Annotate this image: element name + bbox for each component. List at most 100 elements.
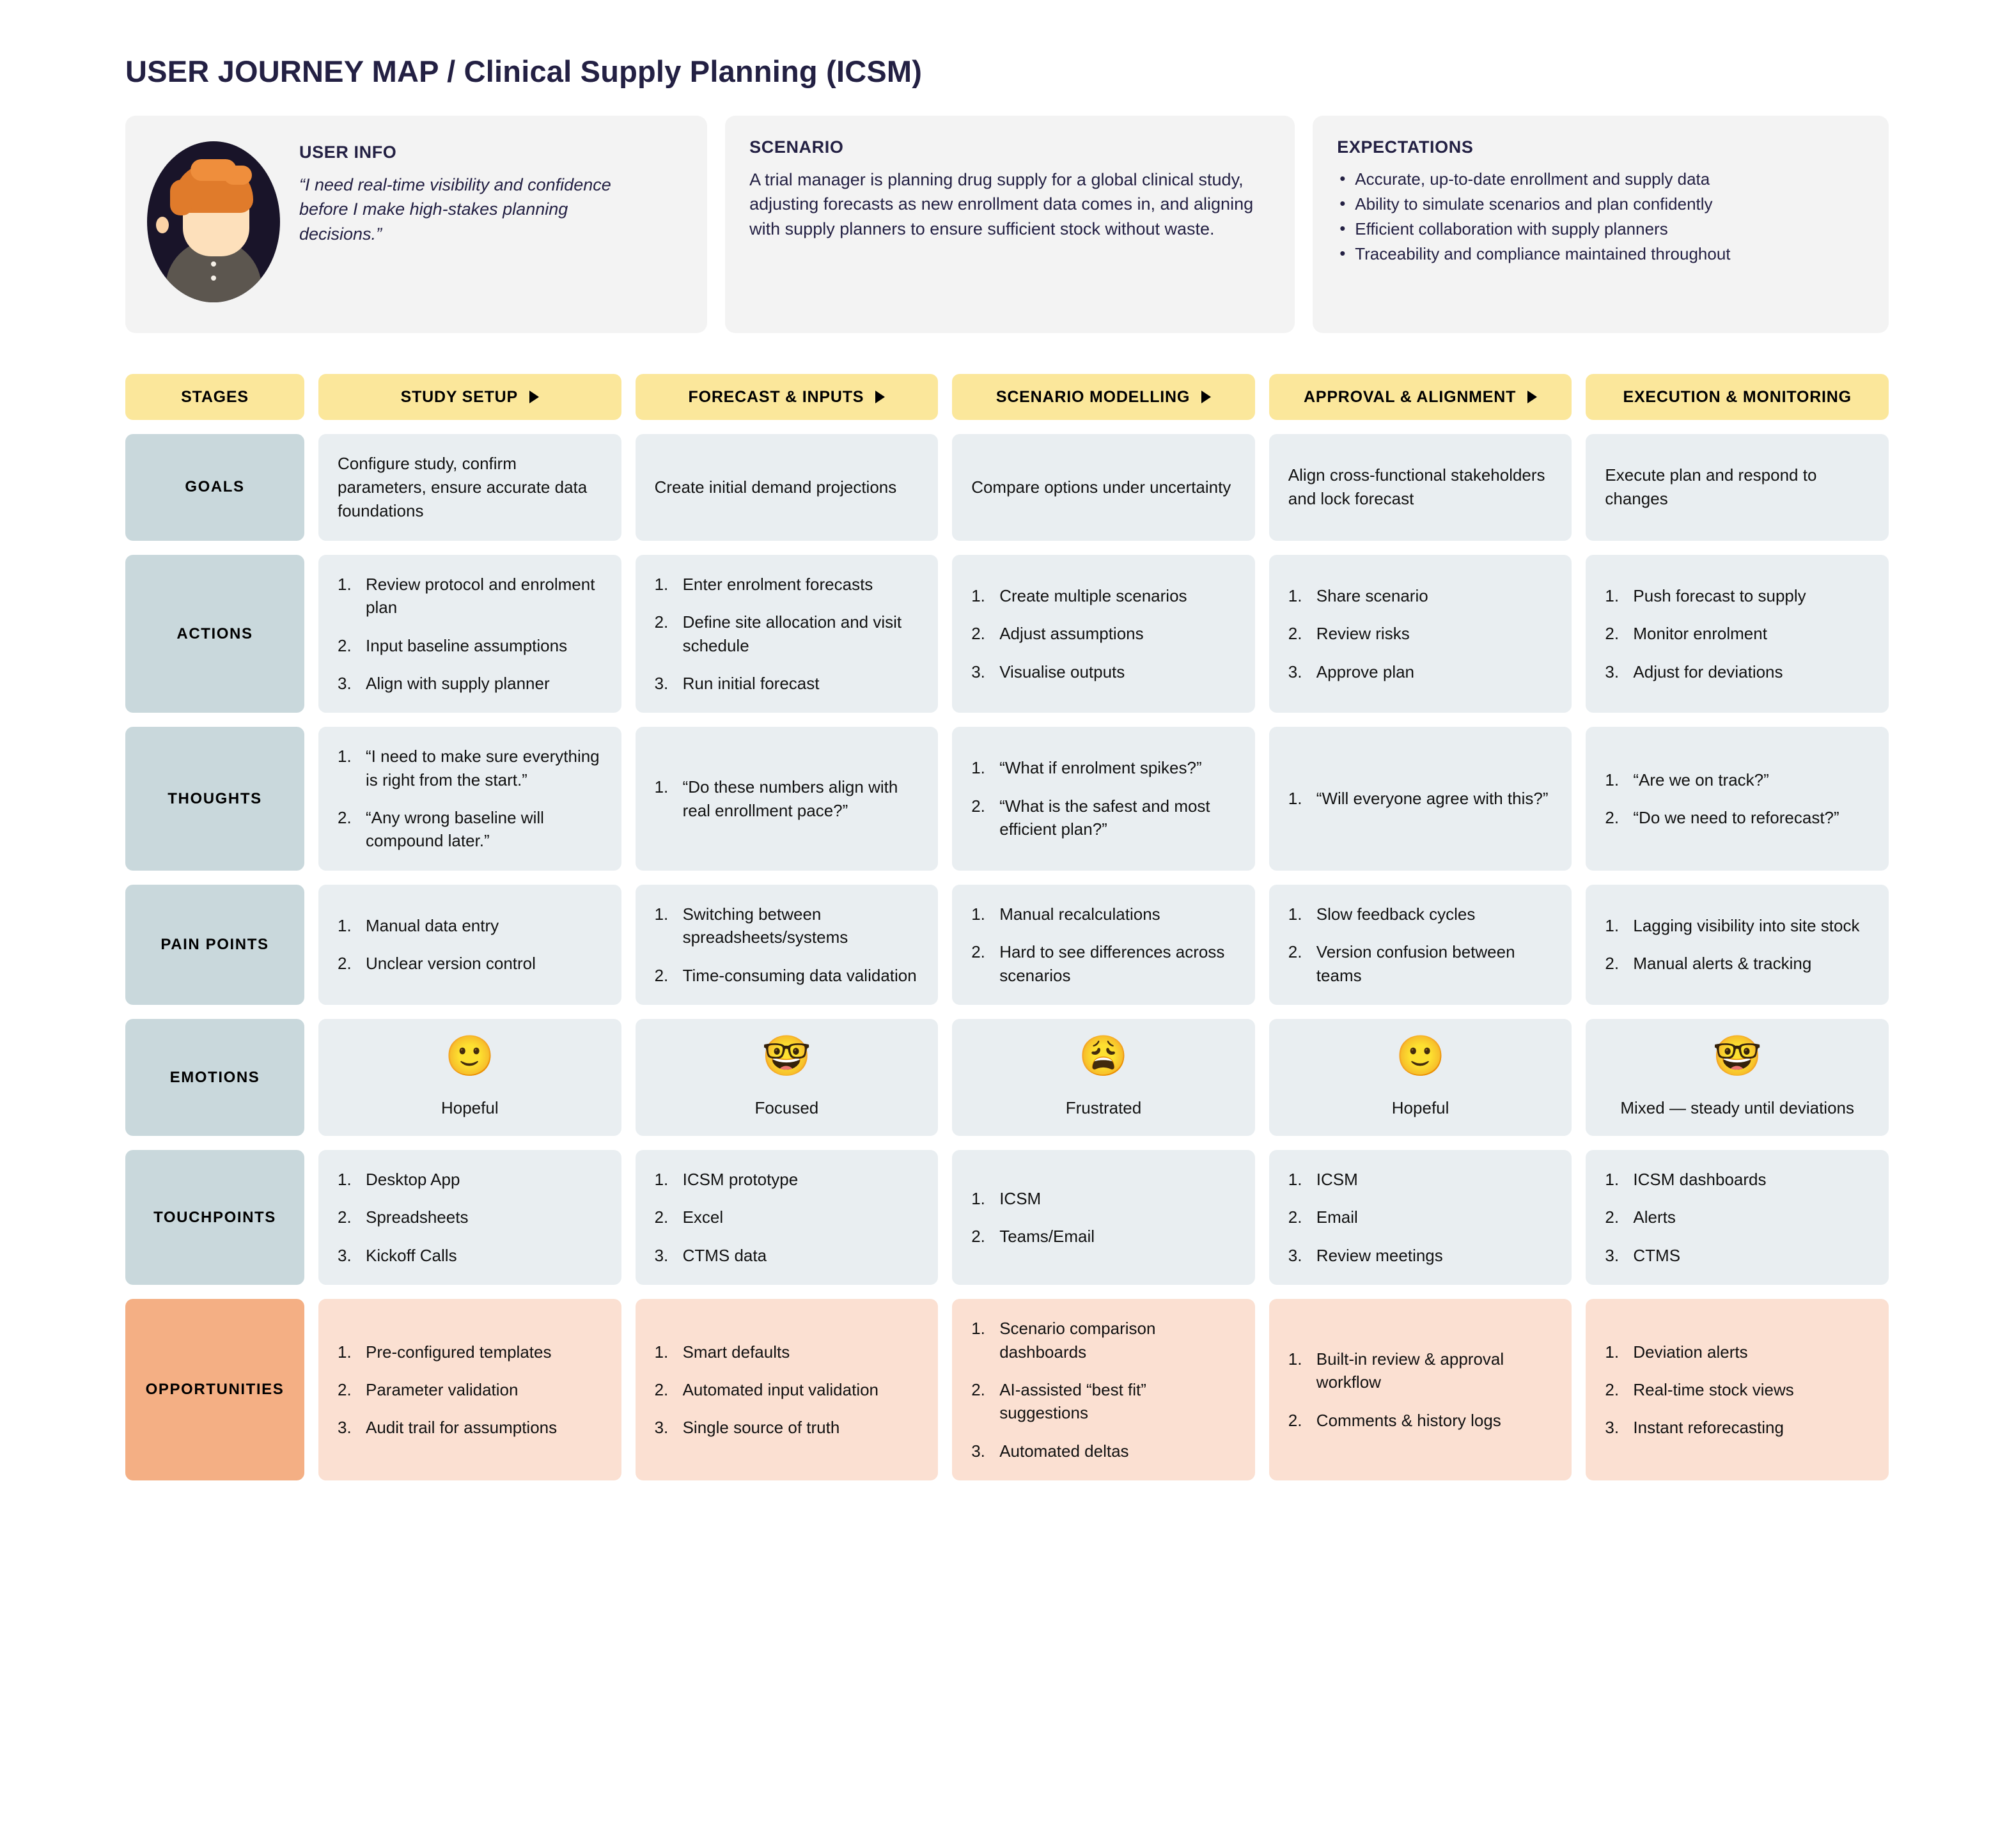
list-item: 2. Alerts [1605, 1206, 1870, 1229]
nerd-face-icon: 🤓 [1712, 1034, 1762, 1079]
stage-label: EXECUTION & MONITORING [1623, 387, 1852, 406]
row-label-opportunities: OPPORTUNITIES [125, 1299, 304, 1481]
list-item: 1. ICSM [1288, 1168, 1553, 1191]
list-item-number: 2. [654, 1207, 669, 1227]
list-item: 1. Push forecast to supply [1605, 584, 1870, 607]
list-item-number: 1. [654, 1170, 669, 1190]
list-item-number: 2. [654, 612, 669, 632]
list-item: 2. Review risks [1288, 622, 1553, 645]
stage-label: SCENARIO MODELLING [995, 387, 1190, 406]
cell-text: Compare options under uncertainty [971, 477, 1231, 497]
list-item: 3. Single source of truth [655, 1416, 919, 1439]
list-item-text: Adjust assumptions [999, 624, 1144, 644]
stage-header-study-setup[interactable]: STUDY SETUP [318, 374, 621, 420]
cell-thoughts-scenario-modelling: 1. “What if enrolment spikes?” 2. “What is … [952, 727, 1255, 871]
page-title: USER JOURNEY MAP / Clinical Supply Plann… [125, 54, 923, 88]
cell-touchpoints-study-setup: 1. Desktop App 2. Spreadsheets 3. Kickoff Cal… [318, 1150, 621, 1285]
list-item-text: Enter enrolment forecasts [682, 574, 873, 594]
list-item-text: Monitor enrolment [1633, 624, 1767, 644]
avatar-hair [170, 163, 253, 215]
list-item-text: ICSM dashboards [1633, 1170, 1767, 1190]
list-item-text: Create multiple scenarios [999, 586, 1187, 605]
stage-header-execution-monitoring[interactable]: EXECUTION & MONITORING [1586, 374, 1889, 420]
cell-touchpoints-execution-monitoring: 1. ICSM dashboards 2. Alerts 3. CTMS [1586, 1150, 1889, 1285]
arrow-right-icon [875, 391, 886, 403]
list-item-text: “Do these numbers align with real enroll… [682, 777, 898, 820]
list-item-text: Built-in review & approval workflow [1316, 1349, 1504, 1392]
list-item-number: 1. [338, 1342, 352, 1362]
list-item-number: 1. [338, 747, 352, 766]
stage-header-approval-alignment[interactable]: APPROVAL & ALIGNMENT [1269, 374, 1572, 420]
slightly-smiling-face-icon: 🙂 [445, 1034, 495, 1079]
list-item-number: 1. [971, 1188, 985, 1208]
cell-thoughts-study-setup: 1. “I need to make sure everything is rig… [318, 727, 621, 871]
list-item: 1. “Are we on track?” [1605, 768, 1870, 791]
list-item: 2. Email [1288, 1206, 1553, 1229]
list-item-number: 1. [654, 904, 669, 924]
list-item-number: 1. [1605, 1342, 1620, 1362]
cell-thoughts-execution-monitoring: 1. “Are we on track?” 2. “Do we need to ref… [1586, 727, 1889, 871]
list-item-text: “What is the safest and most efficient p… [999, 796, 1210, 839]
cell-pain-points-execution-monitoring: 1. Lagging visibility into site stock 2. Ma… [1586, 884, 1889, 1006]
stage-label: FORECAST & INPUTS [688, 387, 864, 406]
cell-emotions-approval-alignment: 🙂 Hopeful [1269, 1019, 1572, 1137]
cell-actions-approval-alignment: 1. Share scenario 2. Review risks 3. Approve … [1269, 554, 1572, 713]
list-item-text: Lagging visibility into site stock [1633, 916, 1860, 936]
list-item: Accurate, up-to-date enrollment and supp… [1337, 167, 1864, 191]
list-item-text: “Will everyone agree with this?” [1316, 789, 1549, 809]
list-item: 2. Manual alerts & tracking [1605, 952, 1870, 975]
list-item: 2. “Do we need to reforecast?” [1605, 806, 1870, 829]
list-item-text: Slow feedback cycles [1316, 904, 1476, 924]
numbered-list: 1. ICSM 2. Teams/Email [971, 1187, 1236, 1248]
stage-header-forecast-inputs[interactable]: FORECAST & INPUTS [635, 374, 939, 420]
numbered-list: 1. Slow feedback cycles 2. Version confusio… [1288, 903, 1553, 987]
cell-opportunities-forecast-inputs: 1. Smart defaults 2. Automated input valida… [635, 1299, 939, 1481]
numbered-list: 1. Review protocol and enrolment plan 2. In… [338, 573, 602, 695]
list-item-text: CTMS [1633, 1245, 1681, 1265]
list-item: 1. “Do these numbers align with real enro… [655, 775, 919, 822]
stage-label: STUDY SETUP [400, 387, 518, 406]
avatar-button-3 [211, 276, 216, 281]
list-item: 2. Time-consuming data validation [655, 964, 919, 987]
list-item-number: 3. [1605, 1245, 1620, 1265]
list-item-text: Smart defaults [682, 1342, 790, 1362]
numbered-list: 1. ICSM prototype 2. Excel 3. CTMS data [655, 1168, 919, 1267]
list-item-number: 2. [971, 796, 985, 816]
expectations-heading: EXPECTATIONS [1337, 137, 1474, 157]
list-item-text: Share scenario [1316, 586, 1428, 605]
list-item-number: 1. [654, 1342, 669, 1362]
numbered-list: 1. Desktop App 2. Spreadsheets 3. Kickoff Cal… [338, 1168, 602, 1267]
numbered-list: 1. Deviation alerts 2. Real-time stock view… [1605, 1340, 1870, 1440]
list-item-text: Alerts [1633, 1207, 1676, 1227]
stage-header-scenario-modelling[interactable]: SCENARIO MODELLING [952, 374, 1255, 420]
list-item-number: 2. [1605, 954, 1620, 974]
list-item-number: 1. [1288, 789, 1302, 809]
list-item-text: Parameter validation [366, 1379, 519, 1399]
cell-touchpoints-scenario-modelling: 1. ICSM 2. Teams/Email [952, 1150, 1255, 1285]
list-item-text: Switching between spreadsheets/systems [682, 904, 848, 947]
list-item-number: 1. [1288, 904, 1302, 924]
cell-touchpoints-approval-alignment: 1. ICSM 2. Email 3. Review meetings [1269, 1150, 1572, 1285]
row-label-pain-points: PAIN POINTS [125, 884, 304, 1006]
avatar-button-2 [211, 261, 216, 267]
list-item-number: 1. [338, 1170, 352, 1190]
list-item-number: 2. [1288, 1207, 1302, 1227]
list-item: 3. Align with supply planner [338, 672, 602, 695]
user-info-heading: USER INFO [299, 143, 397, 162]
list-item-number: 3. [1288, 1245, 1302, 1265]
list-item: 2. Spreadsheets [338, 1206, 602, 1229]
list-item: 1. ICSM prototype [655, 1168, 919, 1191]
list-item-text: ICSM [999, 1188, 1042, 1208]
cell-goals-approval-alignment: Align cross-functional stakeholders and … [1269, 434, 1572, 541]
list-item-number: 3. [971, 1441, 985, 1461]
list-item-text: Run initial forecast [682, 673, 820, 693]
list-item: 3. Automated deltas [971, 1440, 1236, 1463]
list-item: 1. Smart defaults [655, 1340, 919, 1363]
list-item: 3. Adjust for deviations [1605, 660, 1870, 683]
list-item: 1. Switching between spreadsheets/systems [655, 903, 919, 949]
numbered-list: 1. Scenario comparison dashboards 2. AI-ass… [971, 1317, 1236, 1463]
user-info-card: USER INFO “I need real-time visibility a… [125, 116, 708, 333]
weary-face-icon: 😩 [1079, 1034, 1128, 1079]
list-item: 1. “What if enrolment spikes?” [971, 756, 1236, 779]
